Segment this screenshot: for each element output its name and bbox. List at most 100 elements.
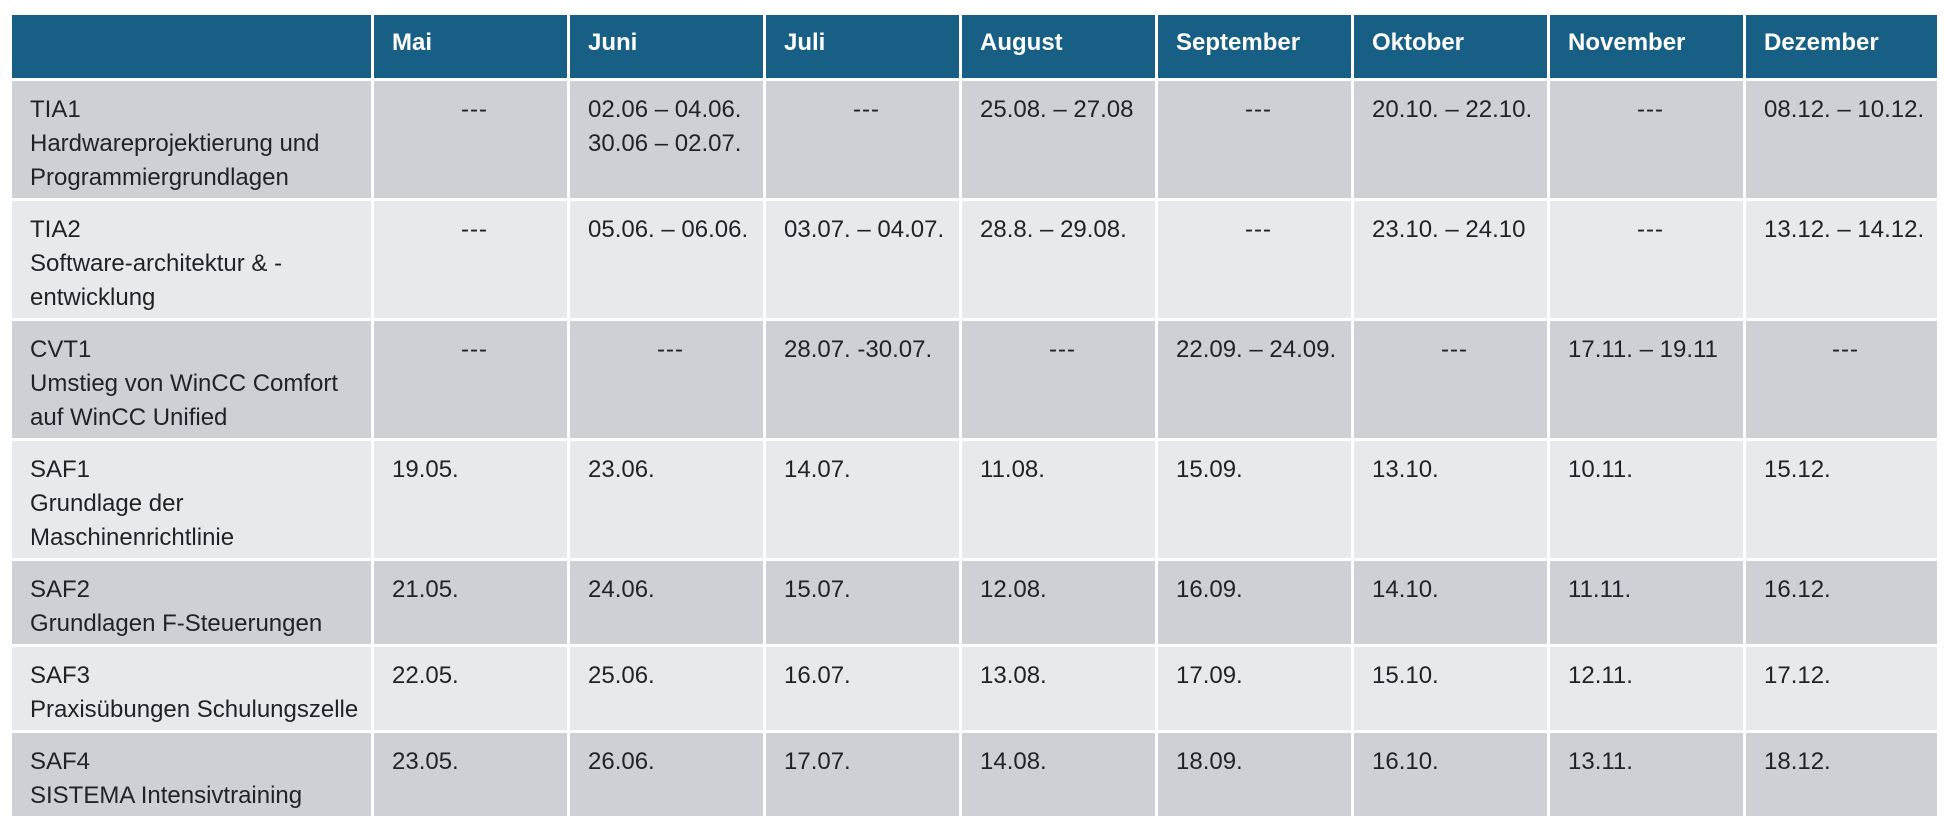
table-row: TIA1 Hardwareprojektierung und Programmier… bbox=[9, 78, 1940, 201]
header-month: Juli bbox=[763, 12, 962, 81]
date-cell: 15.10. bbox=[1351, 644, 1550, 733]
course-cell: CVT1 Umstieg von WinCC Comfort auf WinCC U… bbox=[9, 318, 374, 441]
date-text: 13.11. bbox=[1568, 748, 1633, 775]
course-title-line: Praxisübungen Schulungszelle bbox=[30, 696, 359, 723]
date-cell: 03.07. – 04.07. bbox=[763, 198, 962, 321]
date-text: 16.07. bbox=[784, 662, 851, 689]
date-cell: 16.07. bbox=[763, 644, 962, 733]
date-text: 11.08. bbox=[980, 456, 1045, 483]
date-cell: 20.10. – 22.10. bbox=[1351, 78, 1550, 201]
date-text: 13.10. bbox=[1372, 456, 1439, 483]
date-text: --- bbox=[1245, 96, 1272, 123]
date-text: 18.09. bbox=[1176, 748, 1243, 775]
date-text: 17.07. bbox=[784, 748, 851, 775]
date-text: 22.09. – 24.09. bbox=[1176, 336, 1337, 363]
date-cell: 28.07. -30.07. bbox=[763, 318, 962, 441]
date-text: 19.05. bbox=[392, 456, 459, 483]
date-cell: 17.09. bbox=[1155, 644, 1354, 733]
date-text: --- bbox=[1832, 336, 1859, 363]
date-text: --- bbox=[1245, 216, 1272, 243]
header-month: Juni bbox=[567, 12, 766, 81]
schedule-body: TIA1 Hardwareprojektierung und Programmier… bbox=[9, 78, 1940, 819]
date-cell: 13.10. bbox=[1351, 438, 1550, 561]
date-text: 30.06 – 02.07. bbox=[588, 130, 742, 157]
date-text: --- bbox=[1441, 336, 1468, 363]
course-code: SAF4 bbox=[30, 748, 91, 775]
course-schedule-table: Mai Juni Juli August September Oktober N… bbox=[9, 12, 1940, 819]
date-text: 23.10. – 24.10 bbox=[1372, 216, 1526, 243]
date-text: 08.12. – 10.12. bbox=[1764, 96, 1925, 123]
header-month: September bbox=[1155, 12, 1354, 81]
date-cell: 12.08. bbox=[959, 558, 1158, 647]
date-text: 23.06. bbox=[588, 456, 655, 483]
date-text: 20.10. – 22.10. bbox=[1372, 96, 1533, 123]
course-title-line: SISTEMA Intensivtraining bbox=[30, 782, 303, 809]
course-title-line: Grundlage der bbox=[30, 490, 184, 517]
date-text: 17.11. – 19.11 bbox=[1568, 336, 1718, 363]
date-cell: 23.06. bbox=[567, 438, 766, 561]
date-text: 15.07. bbox=[784, 576, 851, 603]
date-cell: 18.09. bbox=[1155, 730, 1354, 819]
course-cell: TIA1 Hardwareprojektierung und Programmier… bbox=[9, 78, 374, 201]
date-text: --- bbox=[461, 96, 488, 123]
date-cell: 13.12. – 14.12. bbox=[1743, 198, 1940, 321]
date-text: 15.09. bbox=[1176, 456, 1243, 483]
course-code: SAF1 bbox=[30, 456, 91, 483]
date-text: 12.11. bbox=[1568, 662, 1633, 689]
date-cell: 19.05. bbox=[371, 438, 570, 561]
date-cell: 24.06. bbox=[567, 558, 766, 647]
date-cell: 12.11. bbox=[1547, 644, 1746, 733]
date-text: 14.08. bbox=[980, 748, 1047, 775]
date-text: --- bbox=[461, 216, 488, 243]
date-cell: 13.08. bbox=[959, 644, 1158, 733]
header-corner bbox=[9, 12, 374, 81]
date-text: 15.10. bbox=[1372, 662, 1439, 689]
date-text: 24.06. bbox=[588, 576, 655, 603]
no-date-cell: --- bbox=[1547, 78, 1746, 201]
course-cell: SAF3 Praxisübungen Schulungszelle bbox=[9, 644, 374, 733]
table-row: TIA2 Software-architektur & - entwicklung -… bbox=[9, 198, 1940, 321]
header-month: Mai bbox=[371, 12, 570, 81]
date-text: 16.12. bbox=[1764, 576, 1831, 603]
header-month: Oktober bbox=[1351, 12, 1550, 81]
date-cell: 14.08. bbox=[959, 730, 1158, 819]
table-row: SAF2 Grundlagen F-Steuerungen 21.05. 24.06.… bbox=[9, 558, 1940, 647]
course-title-line: entwicklung bbox=[30, 284, 156, 311]
table-row: SAF1 Grundlage der Maschinenrichtlinie 19.0… bbox=[9, 438, 1940, 561]
date-cell: 22.05. bbox=[371, 644, 570, 733]
table-row: SAF3 Praxisübungen Schulungszelle 22.05. 25… bbox=[9, 644, 1940, 733]
date-text: 18.12. bbox=[1764, 748, 1831, 775]
date-cell: 05.06. – 06.06. bbox=[567, 198, 766, 321]
date-text: 15.12. bbox=[1764, 456, 1831, 483]
date-text: 02.06 – 04.06. bbox=[588, 96, 742, 123]
date-cell: 18.12. bbox=[1743, 730, 1940, 819]
schedule-container: Mai Juni Juli August September Oktober N… bbox=[9, 12, 1940, 819]
date-text: --- bbox=[853, 96, 880, 123]
date-text: --- bbox=[461, 336, 488, 363]
no-date-cell: --- bbox=[1547, 198, 1746, 321]
date-text: 14.07. bbox=[784, 456, 851, 483]
table-row: SAF4 SISTEMA Intensivtraining 23.05. 26.06.… bbox=[9, 730, 1940, 819]
date-text: 23.05. bbox=[392, 748, 459, 775]
date-text: --- bbox=[1637, 96, 1664, 123]
no-date-cell: --- bbox=[1155, 198, 1354, 321]
table-row: CVT1 Umstieg von WinCC Comfort auf WinCC U… bbox=[9, 318, 1940, 441]
date-text: 17.09. bbox=[1176, 662, 1243, 689]
date-text: 26.06. bbox=[588, 748, 655, 775]
course-code: SAF2 bbox=[30, 576, 91, 603]
course-cell: SAF4 SISTEMA Intensivtraining bbox=[9, 730, 374, 819]
date-text: 28.8. – 29.08. bbox=[980, 216, 1127, 243]
course-title-line: Programmiergrundlagen bbox=[30, 164, 289, 191]
course-title-line: Software-architektur & - bbox=[30, 250, 283, 277]
date-cell: 23.05. bbox=[371, 730, 570, 819]
date-text: 25.08. – 27.08 bbox=[980, 96, 1134, 123]
date-text: --- bbox=[1637, 216, 1664, 243]
date-cell: 13.11. bbox=[1547, 730, 1746, 819]
date-cell: 08.12. – 10.12. bbox=[1743, 78, 1940, 201]
date-cell: 25.06. bbox=[567, 644, 766, 733]
date-cell: 23.10. – 24.10 bbox=[1351, 198, 1550, 321]
no-date-cell: --- bbox=[1743, 318, 1940, 441]
no-date-cell: --- bbox=[567, 318, 766, 441]
date-text: 13.12. – 14.12. bbox=[1764, 216, 1925, 243]
date-text: 25.06. bbox=[588, 662, 655, 689]
